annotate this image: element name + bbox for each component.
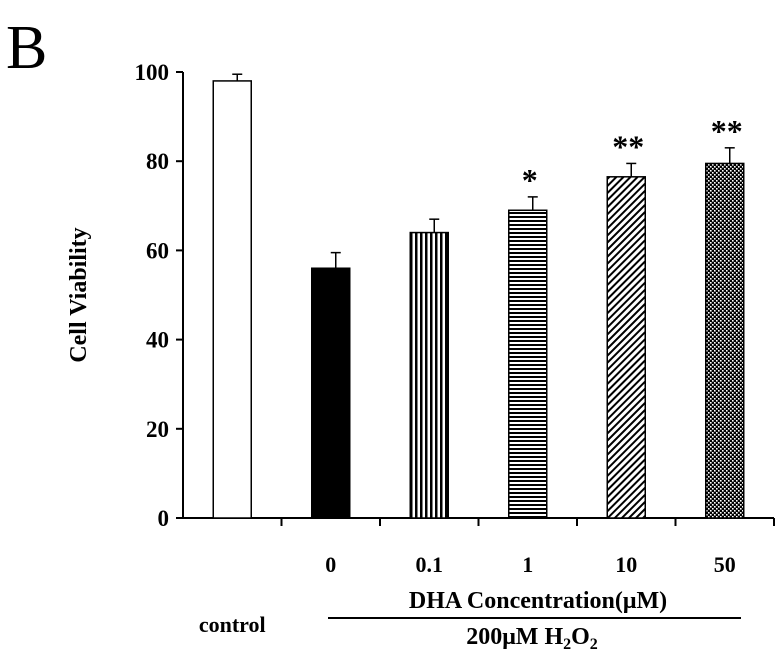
- group-label-bottom-part: 200μM H: [466, 624, 563, 650]
- group-label-top: DHA Concentration(μM): [409, 588, 667, 614]
- bar: [409, 231, 449, 519]
- y-tick-label: 60: [146, 238, 169, 263]
- bar: [705, 162, 745, 519]
- y-tick-label: 100: [135, 60, 170, 85]
- group-label-bottom-part: 2: [590, 636, 598, 652]
- bar: [508, 209, 548, 519]
- significance-marker: **: [612, 128, 644, 164]
- panel-label: B: [6, 14, 47, 82]
- x-tick-label: 0: [325, 552, 336, 577]
- y-tick-label: 40: [146, 328, 169, 353]
- x-tick-label: control: [199, 612, 266, 637]
- x-tick-labels: control 0 0.1 1 10 50: [199, 552, 736, 637]
- bar: [311, 267, 351, 519]
- y-tick-label: 20: [146, 417, 169, 442]
- x-tick-label: 1: [522, 552, 533, 577]
- significance-marker: *: [522, 162, 538, 198]
- group-label-bottom-part: 2: [563, 636, 571, 652]
- bar: [212, 80, 252, 519]
- y-axis: 0 20 40 60 80 100: [135, 60, 184, 531]
- significance-marker: **: [711, 113, 743, 149]
- bars: *** **: [212, 73, 745, 519]
- y-axis-label: Cell Viability: [66, 227, 92, 362]
- group-label-bottom-part: O: [571, 624, 590, 650]
- x-tick-label: 0.1: [416, 552, 444, 577]
- x-tick-label: 10: [615, 552, 637, 577]
- bar: [606, 176, 646, 519]
- y-tick-label: 0: [158, 506, 170, 531]
- y-tick-label: 80: [146, 149, 169, 174]
- x-tick-label: 50: [714, 552, 736, 577]
- x-axis: [183, 517, 775, 526]
- group-label-bottom: 200μM H2O2: [466, 624, 598, 652]
